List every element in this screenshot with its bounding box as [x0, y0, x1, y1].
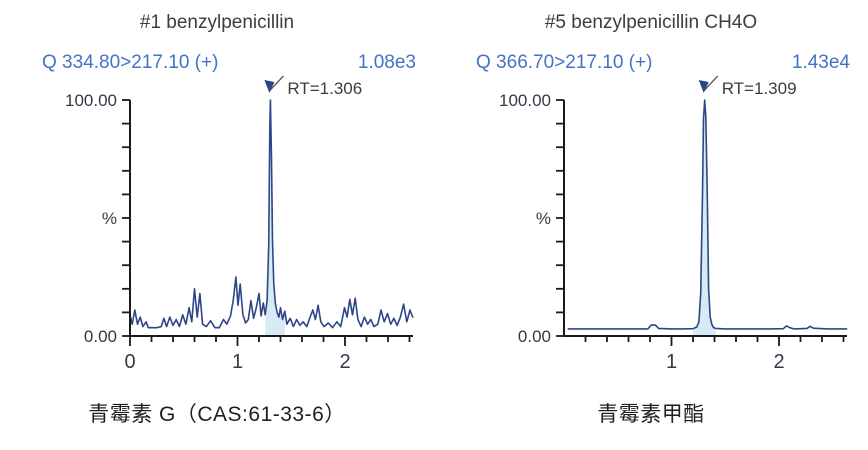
transition-row: Q 334.80>217.10 (+) 1.08e3: [0, 36, 434, 74]
rt-flag-icon: [698, 80, 709, 93]
transition-row: Q 366.70>217.10 (+) 1.43e4: [434, 36, 868, 74]
y-max-label: 100.00: [499, 91, 551, 110]
chromatogram-trace: [567, 99, 848, 330]
rt-flag-line: [268, 75, 284, 92]
y-min-label: 0.00: [84, 327, 117, 346]
panel-benzylpenicillin: #1 benzylpenicillin Q 334.80>217.10 (+) …: [0, 12, 434, 426]
rt-value-label: RT=1.306: [287, 79, 362, 98]
chromatogram-plot: 100.00% 0.00 0 1 2 RT=1.306: [65, 75, 414, 373]
mrm-transition-label: Q 334.80>217.10 (+): [42, 52, 219, 73]
channel-title: #1 benzylpenicillin: [139, 12, 295, 33]
x-tick-label: 0: [124, 351, 135, 373]
compound-caption: 青霉素 G（CAS:61-33-6）: [88, 403, 346, 426]
mrm-transition-label: Q 366.70>217.10 (+): [476, 52, 653, 73]
channel-title: #5 benzylpenicillin CH4O: [544, 12, 758, 33]
peak-fill-area: [693, 100, 716, 336]
x-tick-label: 2: [773, 351, 784, 373]
rt-flag-line: [703, 75, 719, 92]
rt-flag-icon: [264, 80, 275, 93]
y-axis-unit-label: %: [536, 209, 551, 228]
x-tick-label: 1: [666, 351, 677, 373]
y-max-label: 100.00: [65, 91, 117, 110]
compound-caption: 青霉素甲酯: [597, 403, 705, 426]
x-tick-label: 1: [232, 351, 243, 373]
rt-value-label: RT=1.309: [722, 79, 797, 98]
panel-benzylpenicillin-methyl-ester: #5 benzylpenicillin CH4O Q 366.70>217.10…: [434, 0, 868, 450]
intensity-scale-label: 1.08e3: [357, 52, 416, 73]
chromatogram-trace: [129, 99, 414, 329]
x-tick-label: 2: [339, 351, 350, 373]
intensity-scale-label: 1.43e4: [791, 52, 850, 73]
chromatogram-plot: 100.00% 0.00 1 2 RT=1.309: [499, 75, 848, 373]
y-min-label: 0.00: [518, 327, 551, 346]
y-axis-unit-label: %: [102, 209, 117, 228]
